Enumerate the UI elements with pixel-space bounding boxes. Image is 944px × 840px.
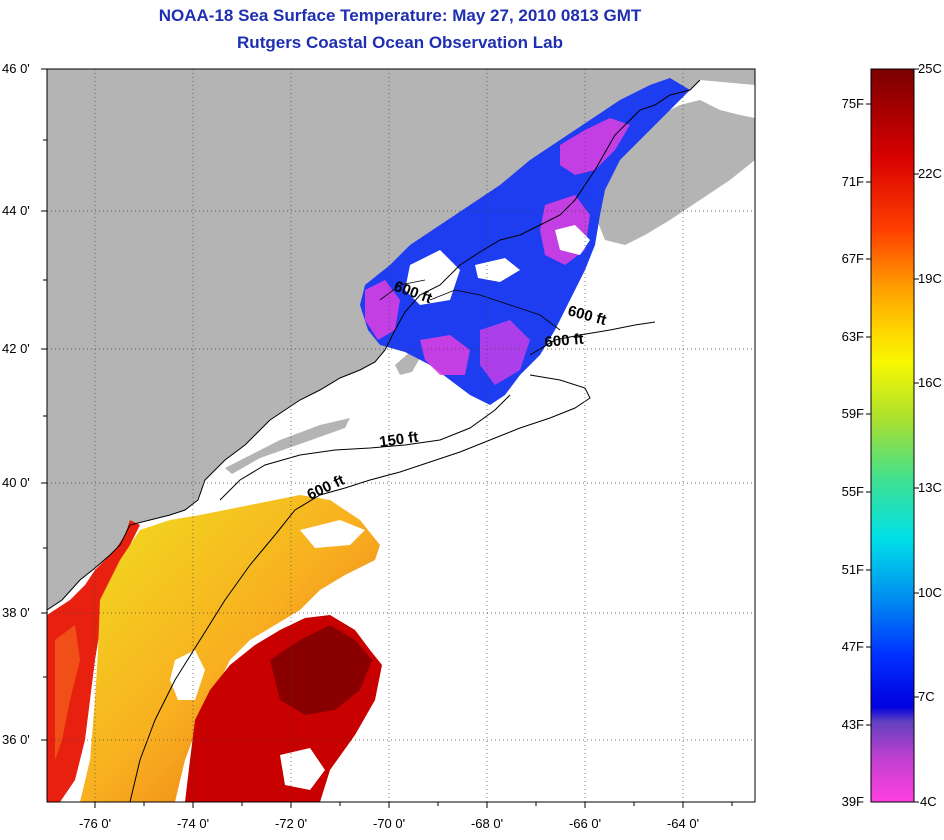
colorbar-f-label: 47F [842,639,864,654]
lat-label: 44 0' [2,203,30,218]
land-cape-cod [395,352,420,375]
cloud-patch-offshore [300,520,365,548]
colorbar-f-label: 71F [842,174,864,189]
lat-label: 42 0' [2,341,30,356]
gulf-of-maine-sst [360,78,690,405]
cold-patch-5 [480,320,530,385]
colorbar-c-label: 4C [920,794,937,809]
lon-label: -70 0' [373,816,405,831]
colorbar-c-label: 10C [918,585,942,600]
mid-atlantic-shelf-sst [80,495,380,802]
coastline [47,79,701,611]
cold-patch-4 [420,335,470,375]
contour-600ft-maine [379,279,561,331]
colorbar-ramp [870,68,915,803]
colorbar-c-label: 19C [918,271,942,286]
colorbar-f-label: 43F [842,717,864,732]
colorbar-c-label: 13C [918,480,942,495]
land-long-island [225,418,350,474]
lon-label: -64 0' [667,816,699,831]
cloud-patch-south-2 [280,748,325,790]
lon-label: -72 0' [275,816,307,831]
colorbar-c-label: 25C [918,61,942,76]
cloud-gap-3 [555,225,590,255]
land-us-east-coast [47,69,755,610]
colorbar-c-label: 16C [918,375,942,390]
contour-label: 150 ft [378,429,419,451]
map-subtitle: Rutgers Coastal Ocean Observation Lab [237,33,563,52]
cloud-patch-south-1 [170,650,205,700]
colorbar-c-label: 7C [918,689,935,704]
lat-label: 40 0' [2,475,30,490]
cold-patch-3 [365,280,400,340]
colorbar-ticks [866,68,919,803]
lat-label: 36 0' [2,732,30,747]
chesapeake-bay-inner [55,625,80,760]
colorbar-f-label: 63F [842,329,864,344]
contour-600ft-shelf [129,374,591,802]
contour-150ft [219,394,511,501]
colorbar-f-label: 55F [842,484,864,499]
cold-patch-1 [560,118,630,175]
lat-label: 38 0' [2,605,30,620]
cloud-gap-2 [475,258,520,282]
colorbar-c-label: 22C [918,166,942,181]
colorbar-f-label: 59F [842,406,864,421]
lat-label: 46 0' [2,61,30,76]
colorbar-f-label: 51F [842,562,864,577]
tick-marks [41,68,733,808]
lon-label: -76 0' [79,816,111,831]
lon-label: -66 0' [569,816,601,831]
colorbar-f-label: 39F [842,794,864,809]
contour-label: 600 ft [544,331,585,351]
gulf-stream-core [270,625,372,715]
cloud-gap-1 [405,250,460,305]
chesapeake-bay-sst [47,520,140,802]
colorbar-f-label: 67F [842,251,864,266]
lon-label: -74 0' [177,816,209,831]
colorbar-f-label: 75F [842,96,864,111]
map-frame [46,68,756,803]
contour-600ft-gulf [529,321,656,356]
lon-label: -68 0' [471,816,503,831]
map-title: NOAA-18 Sea Surface Temperature: May 27,… [158,6,642,25]
